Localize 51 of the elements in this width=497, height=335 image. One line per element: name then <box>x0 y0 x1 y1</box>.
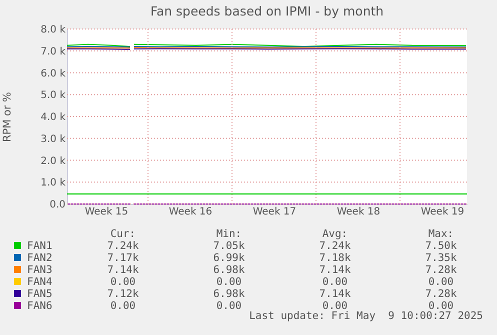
y-tick-label: 4.0 k <box>40 112 66 123</box>
x-tick-label: Week 18 <box>336 206 380 218</box>
text: 7.18k <box>318 252 352 264</box>
text: 7.28k <box>424 288 458 300</box>
y-tick-label: 2.0 k <box>40 156 66 167</box>
y-tick-label: 6.0 k <box>40 68 66 80</box>
legend-label: FAN5 <box>26 288 54 300</box>
y-tick-label: 5.0 k <box>40 90 66 102</box>
text: 7.14k <box>106 264 140 276</box>
text: 0.00 <box>216 300 242 312</box>
x-tick-label: Week 17 <box>252 206 296 218</box>
text: 7.17k <box>106 252 140 264</box>
y-tick-label: 8.0 k <box>40 24 66 36</box>
y-tick-label: 7.0 k <box>40 46 66 58</box>
legend-label: FAN2 <box>26 252 54 264</box>
text: 7.12k <box>106 288 140 300</box>
text: 7.14k <box>318 288 352 300</box>
text: Cur: <box>109 228 137 240</box>
text: 6.98k <box>212 264 246 276</box>
text: 0.00 <box>321 276 349 288</box>
x-tick-label: Week 15 <box>84 206 128 218</box>
legend-label: FAN6 <box>26 300 54 312</box>
x-tick-label: Week 16 <box>168 206 212 218</box>
text: 0.00 <box>109 300 137 312</box>
y-tick-label: 3.0 k <box>40 134 66 145</box>
y-tick-label: 1.0 k <box>40 178 66 189</box>
chart-title: Fan speeds based on IPMI - by month <box>150 4 384 18</box>
text: Avg: <box>321 228 349 240</box>
x-tick-label: Week 19 <box>420 206 464 218</box>
y-axis-title: RPM or % <box>2 92 14 142</box>
text: 0.00 <box>215 276 243 288</box>
y-tick-label: 0.0 <box>50 200 66 210</box>
text: 7.24k <box>318 240 352 252</box>
text: 0.00 <box>109 276 137 288</box>
text: 6.98k <box>212 288 246 300</box>
text: 7.24k <box>106 240 140 252</box>
text: 7.28k <box>424 264 458 276</box>
legend-label: FAN3 <box>26 264 54 276</box>
text: 0.00 <box>322 300 348 312</box>
text: Max: <box>427 228 455 240</box>
text: Min: <box>215 228 243 240</box>
text: 6.99k <box>212 252 246 264</box>
legend-label: FAN4 <box>26 276 54 288</box>
text: 7.05k <box>212 240 246 252</box>
text: 7.14k <box>318 264 352 276</box>
text: 7.35k <box>424 252 458 264</box>
text: Last update: Fri May 9 10:00:27 2025 <box>249 310 483 322</box>
text: 7.50k <box>424 240 458 252</box>
text: 0.00 <box>427 276 455 288</box>
text: 0.00 <box>428 300 455 312</box>
legend-label: FAN1 <box>26 240 54 252</box>
